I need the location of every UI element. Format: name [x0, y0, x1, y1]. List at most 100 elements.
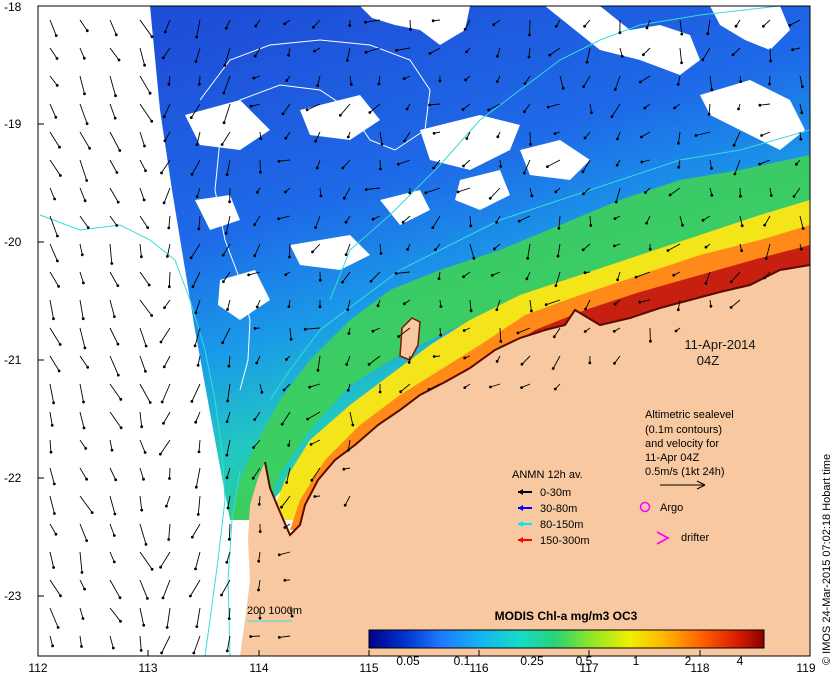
velocity-arrow-head — [768, 82, 771, 86]
velocity-arrow-head — [769, 194, 773, 197]
velocity-arrow-head — [194, 420, 198, 424]
velocity-arrow-head — [118, 149, 122, 152]
velocity-arrow — [160, 327, 171, 343]
velocity-arrow — [527, 243, 531, 259]
velocity-arrow — [523, 159, 531, 174]
velocity-arrow — [109, 243, 113, 264]
velocity-arrow-head — [407, 361, 411, 364]
velocity-arrow-head — [277, 217, 280, 221]
velocity-arrow-head — [112, 560, 116, 564]
velocity-arrow — [428, 383, 441, 390]
velocity-arrow-head — [285, 79, 289, 82]
velocity-arrow-head — [113, 116, 117, 120]
velocity-arrow — [546, 299, 561, 306]
anmn-item-label: 0-30m — [540, 487, 571, 499]
velocity-arrow-head — [225, 649, 229, 653]
colorbar-tick-label: 2 — [685, 654, 692, 668]
anmn-item-label: 30-80m — [540, 503, 577, 515]
velocity-arrow-head — [676, 308, 680, 312]
velocity-arrow — [139, 131, 145, 147]
isobath-1000m — [39, 214, 226, 656]
velocity-arrow — [679, 215, 683, 226]
x-tick-label: 117 — [579, 661, 598, 675]
velocity-arrow — [524, 103, 531, 112]
velocity-arrow-head — [437, 277, 441, 281]
velocity-arrow — [349, 75, 352, 85]
velocity-arrow — [315, 131, 321, 142]
velocity-arrow-head — [530, 194, 534, 198]
velocity-arrow-head — [616, 278, 619, 282]
velocity-arrow — [193, 635, 201, 654]
velocity-arrow — [195, 411, 201, 423]
velocity-arrow-head — [85, 122, 89, 125]
velocity-arrow — [221, 131, 231, 145]
velocity-arrow-head — [364, 188, 368, 191]
velocity-arrow-head — [166, 255, 169, 258]
velocity-arrow — [583, 187, 591, 195]
velocity-arrow — [49, 635, 54, 647]
velocity-arrow-head — [704, 281, 708, 285]
velocity-arrow — [707, 19, 711, 34]
velocity-arrow — [109, 383, 122, 400]
velocity-arrow-head — [283, 22, 287, 26]
velocity-arrow-head — [733, 172, 737, 176]
velocity-arrow-head — [192, 651, 196, 655]
velocity-arrow — [49, 467, 55, 485]
velocity-arrow — [109, 47, 120, 61]
velocity-arrow — [253, 439, 261, 448]
velocity-arrow — [160, 439, 171, 455]
velocity-arrow-head — [345, 59, 349, 62]
velocity-arrow-head — [680, 32, 684, 36]
velocity-arrow-head — [54, 532, 58, 536]
velocity-arrow-head — [162, 115, 166, 119]
velocity-arrow — [49, 271, 59, 287]
anmn-item-label: 80-150m — [540, 519, 583, 531]
velocity-arrow-head — [492, 23, 496, 26]
velocity-arrow-head — [499, 165, 503, 168]
velocity-arrow — [313, 19, 321, 28]
velocity-arrow-head — [85, 29, 89, 33]
velocity-arrow-head — [110, 262, 114, 265]
velocity-arrow — [226, 635, 231, 651]
velocity-arrow-head — [146, 597, 149, 600]
velocity-arrow-head — [529, 142, 532, 146]
coastline — [264, 264, 810, 537]
velocity-arrow-head — [614, 200, 618, 204]
velocity-arrow-head — [343, 503, 347, 507]
velocity-arrow — [161, 635, 171, 654]
velocity-arrow-head — [195, 625, 199, 628]
velocity-arrow-head — [432, 131, 436, 135]
velocity-arrow-head — [159, 452, 162, 456]
velocity-arrow-head — [195, 143, 199, 147]
velocity-arrow-head — [758, 162, 761, 166]
velocity-arrow — [524, 75, 531, 84]
velocity-arrow — [559, 75, 564, 89]
velocity-arrow-head — [424, 191, 428, 195]
velocity-arrow-head — [351, 423, 355, 427]
velocity-arrow-head — [463, 27, 467, 31]
velocity-arrow-head — [795, 162, 798, 166]
altimetry-line: (0.1m contours) — [645, 424, 722, 436]
velocity-arrow — [191, 383, 201, 402]
velocity-arrow — [379, 131, 383, 145]
velocity-arrow — [109, 103, 116, 119]
velocity-arrow-head — [463, 356, 467, 360]
velocity-arrow-head — [530, 309, 533, 313]
velocity-arrow — [347, 299, 351, 310]
velocity-arrow — [79, 635, 82, 647]
velocity-arrow-head — [280, 505, 283, 509]
velocity-arrow — [702, 47, 711, 60]
velocity-arrow — [79, 75, 85, 94]
velocity-arrow-head — [527, 55, 531, 59]
velocity-arrow — [552, 355, 561, 369]
velocity-arrow — [646, 19, 651, 29]
velocity-arrow-head — [312, 25, 315, 29]
velocity-arrow-head — [763, 276, 766, 280]
velocity-arrow-head — [672, 273, 676, 277]
velocity-arrow-head — [284, 190, 287, 194]
velocity-arrow-head — [788, 23, 792, 27]
velocity-arrow-head — [613, 217, 617, 221]
velocity-arrow-head — [427, 388, 431, 391]
velocity-arrow — [279, 635, 291, 638]
velocity-arrow-head — [150, 567, 154, 571]
